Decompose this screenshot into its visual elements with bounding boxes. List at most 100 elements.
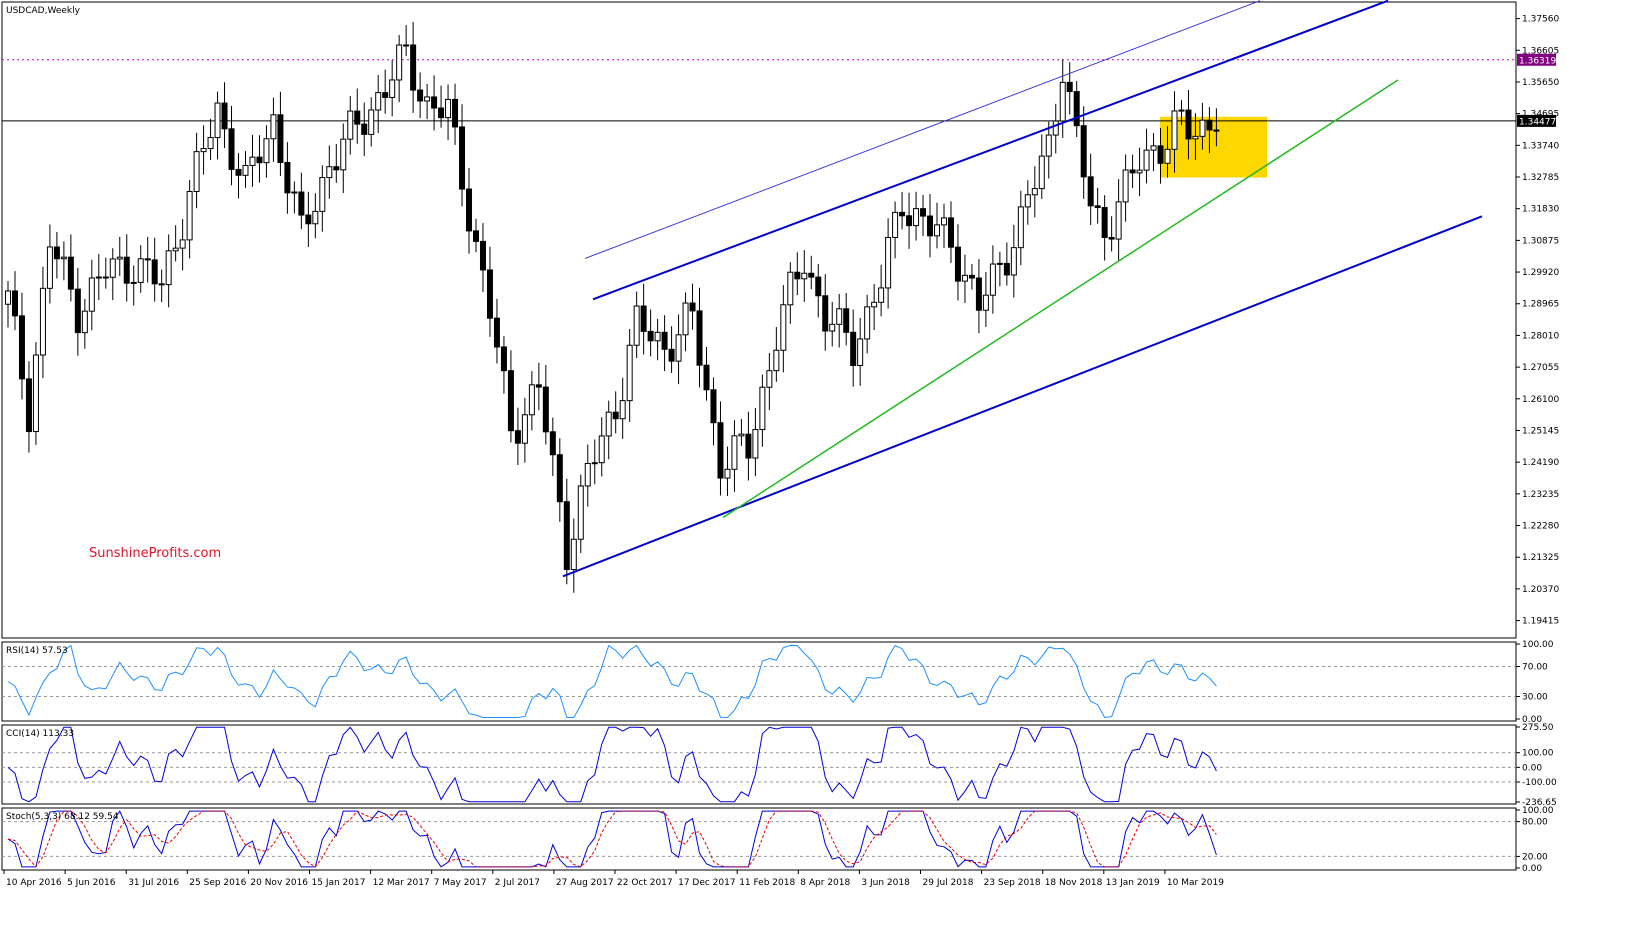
candle-body (1115, 201, 1122, 240)
cci-tick-label: -236.65 (1522, 798, 1557, 808)
candle-body (1101, 207, 1108, 239)
candle-body (452, 98, 459, 128)
candle-body (829, 323, 836, 332)
time-axis: 10 Apr 2016 5 Jun 2016 31 Jul 2016 25 Sep 2… (3, 870, 1224, 888)
candle-body (724, 468, 731, 479)
price-tick-label: 1.31830 (1522, 205, 1559, 215)
price-axis: 1.37560 1.36605 1.35650 1.34695 1.33740 1.327… (1516, 15, 1559, 627)
candle-body (857, 338, 864, 367)
time-tick-label: 27 Aug 2017 (556, 878, 614, 888)
price-tick-label: 1.36605 (1522, 46, 1559, 56)
time-tick-label: 10 Apr 2016 (6, 878, 62, 888)
rsi-pane-frame (1, 641, 1517, 722)
candle-body (493, 317, 500, 348)
candle-body (507, 370, 514, 432)
price-tick-label: 1.29920 (1522, 268, 1559, 278)
candle-body (53, 246, 60, 260)
candle-body (968, 274, 975, 279)
time-tick-label: 15 Jan 2017 (312, 878, 366, 888)
price-tick-label: 1.26100 (1522, 395, 1559, 405)
candle-body (172, 247, 179, 252)
candle-body (403, 44, 410, 47)
time-tick-label: 29 Jul 2018 (923, 878, 974, 888)
candle-body (822, 295, 829, 332)
stoch-tick-label: 80.00 (1522, 818, 1548, 828)
price-tick-label: 1.33740 (1522, 141, 1559, 151)
price-tick-label: 1.22280 (1522, 522, 1559, 532)
time-tick-label: 10 Mar 2019 (1167, 878, 1224, 888)
candle-body (864, 306, 871, 340)
candle-body (109, 258, 116, 278)
candle-body (18, 315, 25, 380)
time-tick-label: 3 Jun 2018 (861, 878, 910, 888)
candle-body (542, 386, 549, 433)
candle-body (25, 378, 32, 433)
candle-body (1024, 194, 1031, 208)
candle-body (88, 277, 95, 312)
candle-body (570, 538, 577, 571)
candle-body (703, 364, 710, 391)
candle-body (975, 277, 982, 311)
candle-body (130, 281, 137, 284)
candle-body (193, 151, 200, 192)
resistance-price-label: 1.36319 (1519, 56, 1556, 66)
stoch-pane-frame (1, 807, 1517, 871)
candle-body (1206, 119, 1213, 131)
candle-body (312, 210, 319, 225)
candle-body (242, 164, 249, 176)
candle-body (647, 330, 654, 342)
candle-body (1164, 148, 1171, 164)
candle-body (801, 272, 808, 280)
candle-body (214, 102, 221, 139)
time-tick-label: 7 May 2017 (434, 878, 487, 888)
candle-body (228, 128, 235, 170)
candle-body (815, 276, 822, 297)
candle-body (291, 191, 298, 194)
candle-body (165, 250, 172, 286)
candle-body (410, 44, 417, 91)
candle-body (808, 272, 815, 278)
candle-body (326, 166, 333, 179)
candle-body (32, 354, 39, 433)
candle-body (1038, 155, 1045, 190)
candle-body (1143, 149, 1150, 171)
candle-body (361, 123, 368, 135)
candle-body (74, 288, 81, 334)
candle-body (1080, 125, 1087, 178)
candle-body (850, 331, 857, 367)
candle-body (843, 308, 850, 333)
current-price-label: 1.34477 (1519, 117, 1556, 127)
candle-body (640, 305, 647, 332)
candle-body (892, 211, 899, 238)
candle-body (95, 276, 102, 279)
candle-body (382, 92, 389, 98)
candle-body (102, 276, 109, 279)
candle-body (270, 114, 277, 140)
candle-body (947, 217, 954, 248)
candle-body (766, 370, 773, 388)
candle-body (696, 310, 703, 366)
candle-body (319, 177, 326, 212)
candle-body (1199, 119, 1206, 137)
candle-body (1185, 109, 1192, 140)
watermark: SunshineProfits.com (89, 546, 221, 561)
candle-body (1003, 262, 1010, 276)
cci-tick-label: 275.50 (1522, 723, 1554, 733)
candle-body (549, 431, 556, 456)
candle-body (207, 137, 214, 150)
candle-body (954, 246, 961, 282)
price-tick-label: 1.34695 (1522, 110, 1559, 120)
candle-body (305, 214, 312, 225)
candle-body (605, 411, 612, 437)
candle-body (186, 190, 193, 241)
candle-body (500, 346, 507, 372)
candle-body (1010, 247, 1017, 276)
candle-body (619, 400, 626, 420)
candle-body (39, 287, 46, 356)
current-price-badge (1517, 114, 1556, 127)
candle-body (885, 236, 892, 289)
cci-tick-label: 0.00 (1522, 763, 1542, 773)
consolidation-zone (1160, 116, 1267, 178)
time-tick-label: 13 Jan 2019 (1106, 878, 1160, 888)
